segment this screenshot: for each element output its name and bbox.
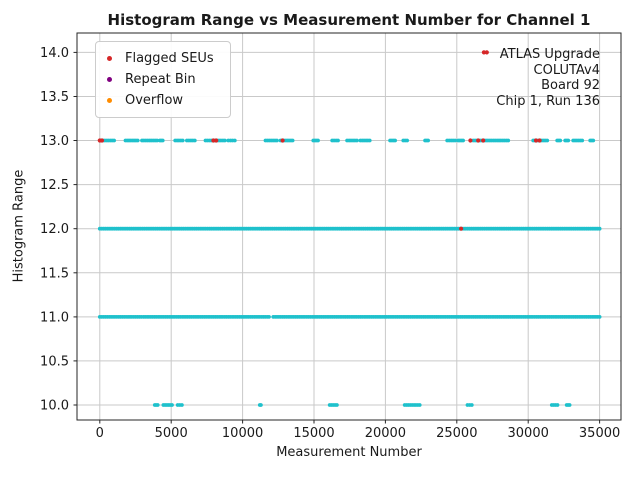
legend-label: Overflow	[125, 93, 184, 108]
y-tick-label: 12.5	[40, 178, 69, 193]
y-tick-label: 11.0	[40, 310, 69, 325]
annotation-line: Chip 1, Run 136	[496, 93, 600, 109]
annotation-line: ATLAS Upgrade	[499, 47, 600, 62]
run-info-annotation: ATLAS Upgrade COLUTAv4 Board 92 Chip 1, …	[496, 47, 600, 109]
flagged_seus-point	[280, 138, 285, 143]
flagged_seus-point	[214, 138, 219, 143]
data-point	[222, 138, 227, 143]
data-point	[355, 138, 359, 143]
data-point	[180, 138, 185, 143]
x-tick-label: 15000	[293, 426, 334, 441]
x-tick-label: 30000	[508, 426, 549, 441]
data-point	[393, 138, 397, 143]
data-point	[275, 138, 279, 143]
data-point	[469, 403, 474, 407]
data-point	[567, 403, 572, 407]
x-tick-label: 0	[96, 426, 104, 441]
data-point	[232, 138, 237, 143]
data-point	[367, 138, 372, 143]
y-tick-label: 14.0	[40, 46, 69, 61]
y-tick-label: 13.5	[40, 90, 69, 105]
legend-entry-overflow: Overflow	[107, 90, 214, 111]
legend-entry-repeat-bin: Repeat Bin	[107, 69, 214, 90]
data-point	[335, 403, 339, 407]
y-tick-label: 10.5	[40, 354, 69, 369]
x-tick-label: 10000	[222, 426, 263, 441]
data-point	[426, 138, 430, 143]
flagged_seus-point	[468, 138, 473, 143]
data-point	[112, 138, 116, 143]
y-tick-label: 12.0	[40, 222, 69, 237]
annotation-line: Board 92	[541, 78, 600, 93]
y-tick-label: 11.5	[40, 266, 69, 281]
data-point	[558, 138, 563, 143]
data-point	[597, 315, 602, 319]
flagged-seus-marker-icon	[107, 56, 112, 61]
y-tick-label: 13.0	[40, 134, 69, 149]
y-axis-label: Histogram Range	[11, 169, 27, 283]
data-point	[155, 138, 159, 143]
flagged_seus-point	[537, 138, 542, 143]
data-point	[290, 138, 295, 143]
x-axis-label: Measurement Number	[276, 445, 422, 460]
x-tick-label: 20000	[365, 426, 406, 441]
flagged_seus-point	[484, 50, 489, 55]
data-point	[170, 403, 174, 407]
flagged_seus-point	[476, 138, 481, 143]
data-point	[417, 403, 422, 407]
data-point	[316, 138, 320, 143]
data-point	[135, 138, 140, 143]
data-point	[506, 138, 511, 143]
data-point	[453, 138, 457, 143]
data-point	[336, 138, 340, 143]
overflow-marker-icon	[107, 98, 112, 103]
data-point	[597, 226, 602, 231]
chart-title: Histogram Range vs Measurement Number fo…	[107, 11, 591, 29]
flagged_seus-point	[533, 138, 539, 143]
repeat-bin-marker-icon	[107, 77, 112, 82]
x-tick-label: 35000	[579, 426, 620, 441]
data-point	[267, 315, 271, 319]
legend: Flagged SEUs Repeat Bin Overflow	[95, 41, 231, 118]
flagged_seus-point	[459, 226, 464, 231]
flagged_seus-point	[481, 138, 486, 143]
axes-border	[76, 32, 622, 421]
data-point	[555, 403, 560, 407]
flagged_seus-point	[99, 138, 105, 143]
legend-label: Flagged SEUs	[125, 51, 214, 66]
data-point	[566, 138, 571, 143]
data-point	[405, 138, 409, 143]
data-point	[580, 138, 585, 143]
x-tick-label: 5000	[155, 426, 188, 441]
y-tick-label: 10.0	[40, 399, 69, 414]
data-point	[545, 138, 550, 143]
x-tick-label: 25000	[436, 426, 477, 441]
data-point	[160, 138, 165, 143]
data-point	[155, 403, 160, 407]
legend-entry-flagged-seus: Flagged SEUs	[107, 48, 214, 69]
data-point	[591, 138, 596, 143]
data-point	[259, 403, 263, 407]
data-point	[461, 138, 465, 143]
annotation-line: COLUTAv4	[533, 62, 600, 78]
legend-label: Repeat Bin	[125, 72, 196, 87]
data-point	[180, 403, 184, 407]
data-point	[192, 138, 197, 143]
flagged_seus-point	[481, 50, 486, 55]
